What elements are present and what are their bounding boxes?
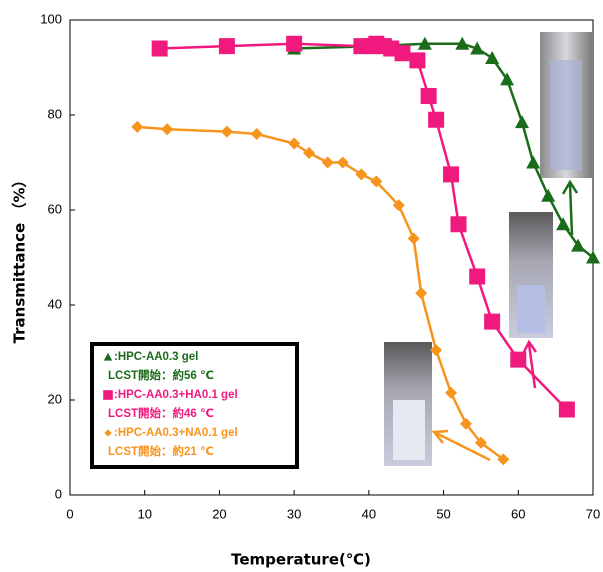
marker (541, 188, 556, 202)
marker (370, 175, 383, 188)
photos (384, 32, 592, 466)
cuvette-gel (517, 285, 545, 333)
marker (420, 88, 437, 104)
marker (392, 199, 405, 212)
x-axis-label: Temperature(℃) (231, 551, 371, 569)
marker (515, 115, 530, 129)
marker (321, 156, 334, 169)
y-tick-label: 60 (48, 201, 62, 216)
marker (286, 35, 303, 52)
arrow (431, 429, 491, 462)
marker (417, 36, 432, 50)
marker (556, 217, 571, 231)
marker (484, 313, 501, 330)
marker (151, 40, 168, 57)
legend-note: LCST開始：約56 ℃ (108, 368, 214, 382)
marker (485, 51, 500, 64)
x-tick-label: 40 (362, 506, 376, 521)
marker (459, 417, 472, 430)
marker (220, 125, 233, 138)
legend-label: :HPC-AA0.3+HA0.1 gel (114, 389, 238, 401)
marker (430, 344, 443, 357)
marker (394, 45, 411, 62)
arrows (431, 179, 579, 462)
x-tick-label: 10 (137, 506, 151, 521)
marker (407, 232, 420, 245)
marker (455, 36, 470, 50)
marker (445, 386, 458, 399)
marker (218, 38, 235, 55)
y-tick-label: 20 (48, 391, 62, 406)
marker (443, 166, 460, 183)
marker (450, 216, 467, 233)
marker (409, 52, 426, 69)
marker (586, 250, 600, 264)
marker (415, 287, 428, 300)
marker (303, 147, 316, 159)
legend-marker (103, 352, 113, 361)
y-tick-label: 80 (48, 106, 62, 121)
marker (161, 123, 174, 136)
marker (558, 401, 575, 418)
legend-note: LCST開始：約46 ℃ (108, 406, 214, 420)
marker (510, 351, 527, 368)
marker (428, 111, 445, 128)
y-tick-label: 100 (40, 11, 62, 26)
legend-marker (103, 390, 113, 400)
marker (526, 155, 541, 169)
arrow (521, 339, 538, 389)
marker (470, 41, 485, 55)
y-tick-label: 40 (48, 296, 62, 311)
marker (355, 168, 368, 181)
cuvette-gel (550, 60, 582, 170)
arrow (561, 179, 579, 236)
marker (500, 72, 515, 86)
legend-label: :HPC-AA0.3 gel (114, 351, 198, 363)
marker (288, 137, 301, 150)
legend-box (90, 342, 299, 469)
marker (474, 436, 487, 449)
marker (336, 156, 349, 169)
x-tick-label: 60 (511, 506, 525, 521)
marker (469, 268, 486, 285)
cuvette-gel (393, 400, 425, 460)
marker (497, 453, 510, 466)
x-tick-label: 30 (287, 506, 301, 521)
x-tick-label: 0 (66, 506, 73, 521)
legend-marker (104, 429, 112, 437)
legend-note: LCST開始：約21 ℃ (108, 444, 214, 458)
marker (250, 128, 263, 140)
x-tick-label: 50 (436, 506, 450, 521)
marker (571, 238, 586, 252)
x-tick-label: 70 (586, 506, 600, 521)
y-tick-label: 0 (55, 486, 62, 501)
marker (131, 120, 144, 133)
y-axis-label: Transmittance （%） (11, 173, 29, 344)
legend-label: :HPC-AA0.3+NA0.1 gel (114, 427, 238, 439)
x-tick-label: 20 (212, 506, 226, 521)
